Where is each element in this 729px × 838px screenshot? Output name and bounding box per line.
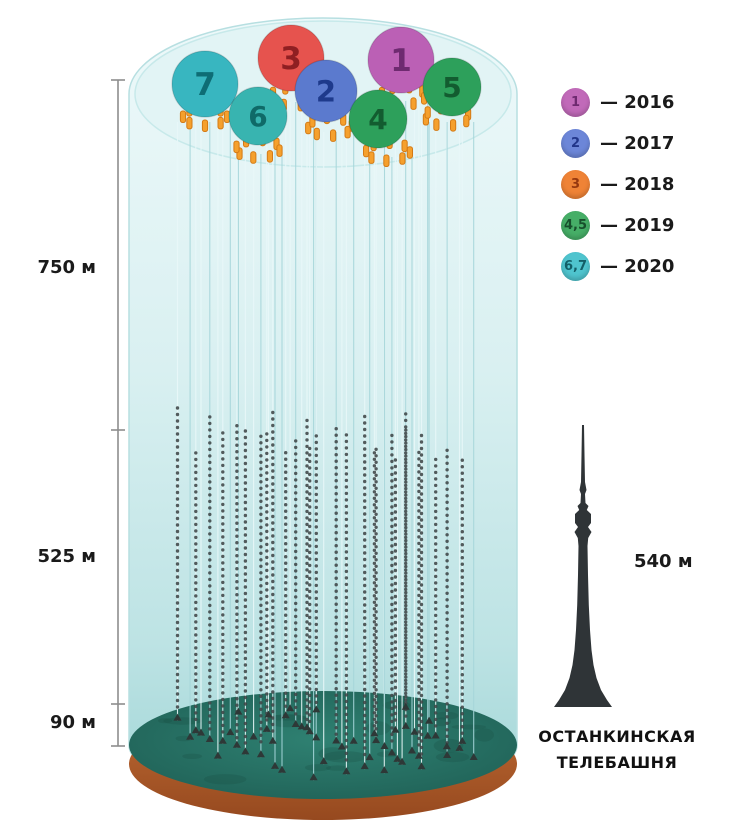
cluster-circle <box>348 89 408 149</box>
depth-label-525: 525 м <box>37 546 96 567</box>
cluster-circle <box>367 26 435 94</box>
legend-item: 2 — 2017 <box>561 129 674 158</box>
legend-year-label: — 2020 <box>600 256 675 277</box>
floor-texture <box>158 700 495 785</box>
legend-cluster-number: 2 <box>570 136 581 151</box>
tower-name-line1: ОСТАНКИНСКАЯ <box>538 727 696 746</box>
cluster-number: 5 <box>442 71 461 104</box>
mooring-lines <box>176 101 475 781</box>
legend-year-label: — 2016 <box>600 92 675 113</box>
tower-name: ОСТАНКИНСКАЯ ТЕЛЕБАШНЯ <box>508 724 726 776</box>
cluster-number: 7 <box>194 67 216 103</box>
cluster-circle <box>228 86 288 146</box>
cluster-number: 3 <box>280 41 302 77</box>
legend-cluster-badge: 3 <box>561 170 590 199</box>
legend-item: 1 — 2016 <box>561 88 674 117</box>
anchors <box>173 702 478 781</box>
legend-cluster-badge: 6,7 <box>561 252 590 281</box>
depth-scale <box>111 79 125 747</box>
legend-cluster-number: 1 <box>570 95 581 110</box>
legend-item: 3 — 2018 <box>561 170 674 199</box>
legend-year-label: — 2017 <box>600 133 675 154</box>
legend-item: 6,7 — 2020 <box>561 252 674 281</box>
legend-cluster-badge: 2 <box>561 129 590 158</box>
tower-name-line2: ТЕЛЕБАШНЯ <box>556 753 678 772</box>
legend-year-label: — 2018 <box>600 174 675 195</box>
depth-label-90: 90 м <box>49 712 96 733</box>
legend-cluster-badge: 1 <box>561 88 590 117</box>
legend-cluster-badge: 4,5 <box>561 211 590 240</box>
cluster-number: 1 <box>390 43 412 79</box>
legend-item: 4,5 — 2019 <box>561 211 674 240</box>
optical-module-strings <box>175 406 464 762</box>
cluster-circle <box>171 50 239 118</box>
cluster-circle <box>422 57 482 117</box>
cluster-number: 6 <box>248 100 267 133</box>
cluster-number: 4 <box>368 103 387 136</box>
cluster-markers: 7 3 1 2 6 4 5 <box>171 24 482 149</box>
legend-year-label: — 2019 <box>600 215 675 236</box>
depth-label-750: 750 м <box>37 257 96 278</box>
legend-cluster-number: 6,7 <box>563 259 588 274</box>
legend-cluster-number: 4,5 <box>563 218 588 233</box>
legend-cluster-number: 3 <box>570 177 581 192</box>
year-legend: 1 — 2016 2 — 2017 3 — 2018 4,5 — 2019 6,… <box>561 88 674 281</box>
tower-height-label: 540 м <box>634 551 693 572</box>
ostankino-tower-silhouette <box>554 425 612 707</box>
cluster-number: 2 <box>316 75 336 109</box>
cluster-circle <box>294 59 358 123</box>
